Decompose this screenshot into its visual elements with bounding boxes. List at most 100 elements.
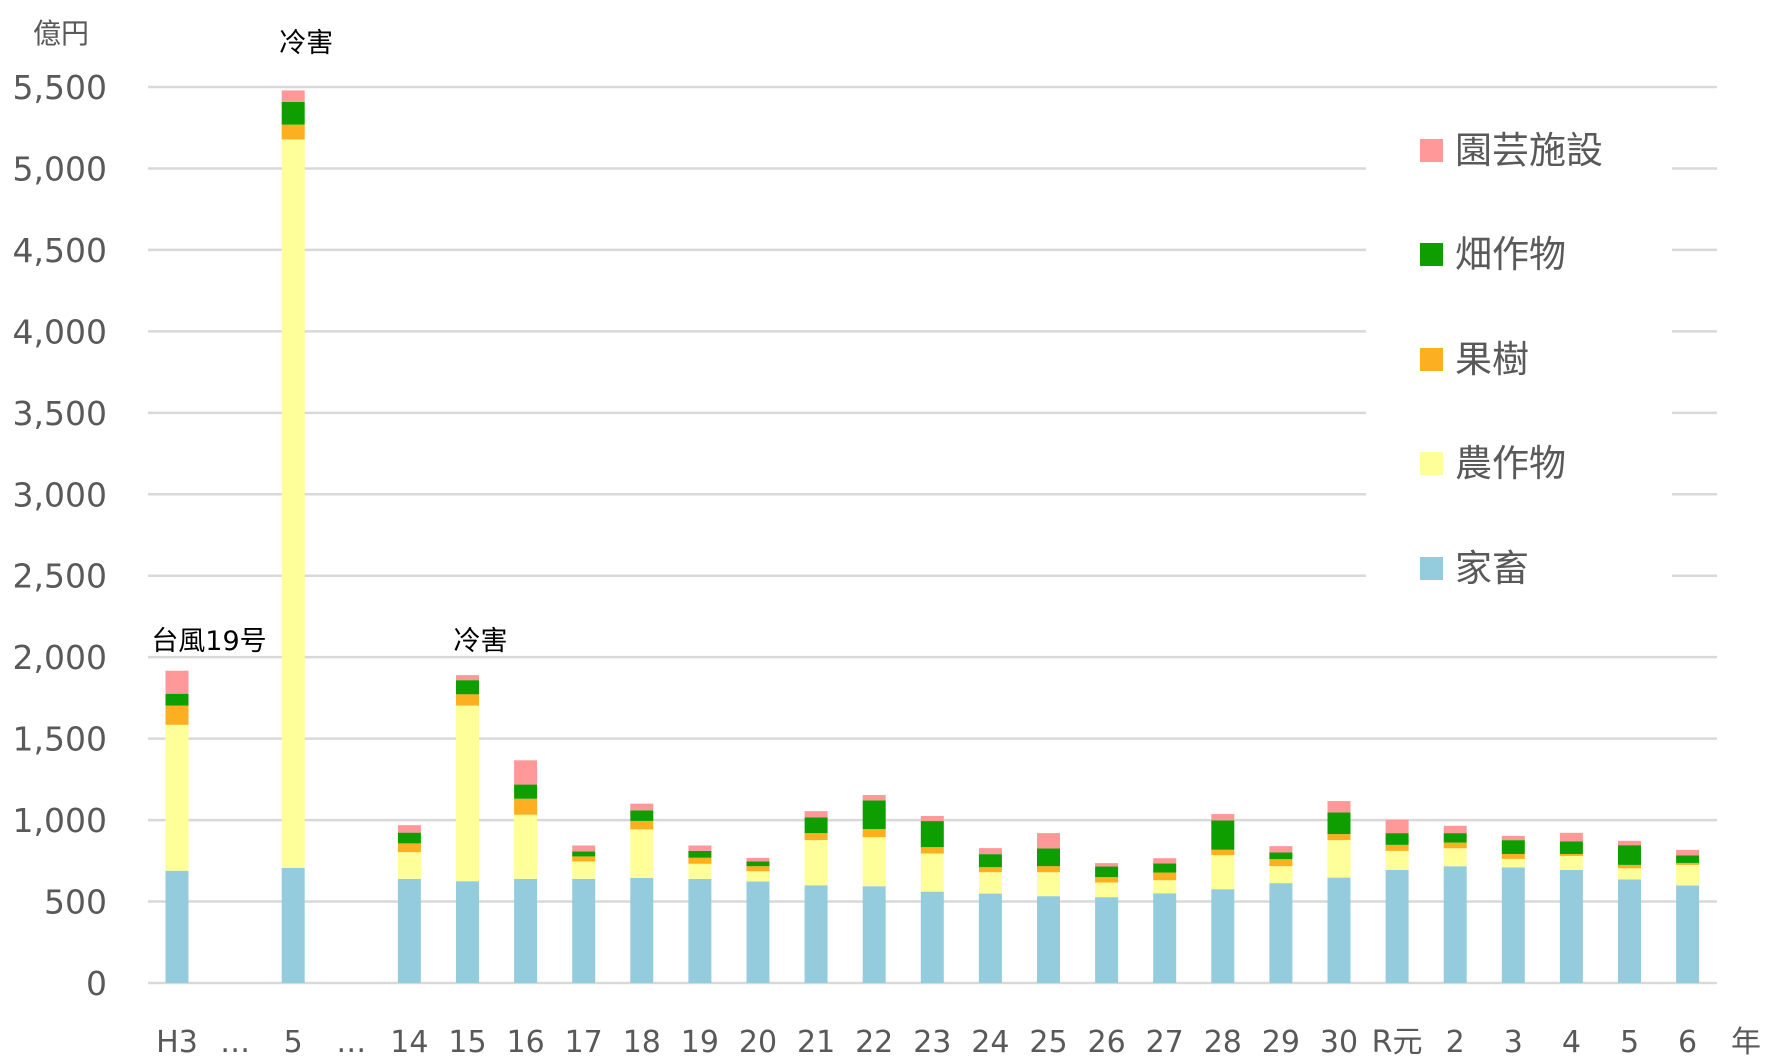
legend-swatch xyxy=(1420,348,1443,371)
bar-segment-1 xyxy=(1501,858,1525,868)
y-tick-label: 5,000 xyxy=(13,149,107,188)
bar-segment-4 xyxy=(1676,849,1700,856)
x-tick-label: … xyxy=(336,1025,366,1059)
bar-segment-1 xyxy=(281,139,305,868)
bar-segment-1 xyxy=(1095,882,1119,898)
bar-segment-1 xyxy=(978,872,1002,894)
x-tick-label: 5 xyxy=(1620,1025,1639,1059)
bar-segment-0 xyxy=(1618,879,1641,983)
y-tick-label: 1,500 xyxy=(13,720,107,759)
x-tick-label: … xyxy=(220,1025,250,1059)
bar-segment-3 xyxy=(688,850,712,858)
legend-swatch xyxy=(1420,557,1443,580)
legend-swatch xyxy=(1420,243,1443,266)
x-tick-label: 23 xyxy=(913,1025,951,1059)
bar-segment-2 xyxy=(572,856,596,862)
bar-segment-0 xyxy=(1211,889,1235,983)
bar-segment-0 xyxy=(456,881,479,983)
bar-segment-0 xyxy=(397,878,421,983)
bar-segment-4 xyxy=(1327,801,1351,813)
bar-segment-2 xyxy=(1618,864,1641,869)
bar-segment-3 xyxy=(1385,833,1409,845)
bar-segment-0 xyxy=(688,878,712,983)
bar-segment-3 xyxy=(1037,848,1060,867)
y-tick-label: 2,500 xyxy=(13,557,107,596)
bar-segment-0 xyxy=(978,893,1002,983)
bar-segment-3 xyxy=(1559,841,1583,854)
bar-segment-1 xyxy=(1211,855,1235,890)
bar-segment-3 xyxy=(1618,845,1641,865)
bars xyxy=(165,90,1700,983)
bar-segment-1 xyxy=(630,829,654,878)
bar-segment-0 xyxy=(514,878,538,983)
bar-segment-0 xyxy=(630,877,654,983)
x-tick-label: 6 xyxy=(1678,1025,1697,1059)
bar-segment-4 xyxy=(688,845,712,851)
bar-segment-4 xyxy=(1559,832,1583,842)
bar-segment-0 xyxy=(920,891,944,983)
bar-segment-2 xyxy=(1443,842,1467,849)
y-tick-label: 3,500 xyxy=(13,394,107,433)
bar-segment-2 xyxy=(1559,853,1583,856)
bar-segment-2 xyxy=(1385,844,1409,851)
legend-item: 果樹 xyxy=(1420,338,1529,381)
x-tick-label: 19 xyxy=(681,1025,719,1059)
bar-segment-4 xyxy=(1385,819,1409,834)
bar-segment-3 xyxy=(746,861,770,867)
bar-segment-2 xyxy=(804,833,828,841)
bar-segment-3 xyxy=(281,101,305,125)
x-tick-label: 5 xyxy=(284,1025,303,1059)
bar-segment-3 xyxy=(456,680,479,695)
bar-segment-4 xyxy=(1501,835,1525,841)
bar-segment-3 xyxy=(1153,863,1177,873)
legend-label: 園芸施設 xyxy=(1455,129,1603,172)
bar-segment-2 xyxy=(456,694,479,706)
bar-segment-0 xyxy=(1385,869,1409,983)
bar-segment-2 xyxy=(1037,866,1060,873)
x-tick-label: 20 xyxy=(739,1025,777,1059)
x-tick-label: H3 xyxy=(156,1025,198,1059)
bar-segment-2 xyxy=(1676,862,1700,865)
bar-segment-2 xyxy=(165,705,189,725)
bar-segment-2 xyxy=(1269,859,1293,867)
bar-segment-0 xyxy=(746,881,770,983)
y-axis-ticks: 0 500 1,000 1,500 2,000 2,500 3,000 3,500 4,000 4… xyxy=(13,68,107,1003)
legend-label: 畑作物 xyxy=(1455,233,1566,276)
x-tick-label: 2 xyxy=(1446,1025,1465,1059)
y-tick-label: 0 xyxy=(86,964,107,1003)
bar-segment-0 xyxy=(1037,896,1060,983)
bar-segment-4 xyxy=(1211,814,1235,821)
bar-segment-4 xyxy=(1618,840,1641,846)
bar-segment-0 xyxy=(1327,877,1351,983)
bar-segment-1 xyxy=(1037,872,1060,897)
bar-segment-4 xyxy=(630,803,654,811)
annotation-label: 冷害 xyxy=(279,28,333,59)
annotation-label: 台風19号 xyxy=(151,626,266,657)
bar-segment-2 xyxy=(688,857,712,864)
bar-segment-1 xyxy=(514,814,538,879)
x-tick-label: 21 xyxy=(797,1025,835,1059)
bar-segment-1 xyxy=(804,840,828,886)
bar-segment-1 xyxy=(746,871,770,882)
bar-segment-3 xyxy=(1211,820,1235,850)
bar-segment-4 xyxy=(456,675,479,681)
bar-segment-3 xyxy=(1327,812,1351,835)
x-axis-unit-label: 年 xyxy=(1731,1025,1761,1059)
bar-segment-1 xyxy=(920,853,944,892)
bar-segment-2 xyxy=(630,820,654,830)
bar-segment-4 xyxy=(1269,846,1293,853)
bar-segment-1 xyxy=(1153,880,1177,894)
x-tick-label: 17 xyxy=(565,1025,603,1059)
bar-segment-2 xyxy=(281,124,305,140)
bar-segment-4 xyxy=(514,760,538,785)
bar-segment-0 xyxy=(1676,885,1700,983)
bar-segment-2 xyxy=(978,867,1002,873)
bar-segment-3 xyxy=(804,817,828,834)
bar-segment-2 xyxy=(1501,853,1525,859)
bar-segment-4 xyxy=(1095,863,1119,867)
bar-segment-2 xyxy=(1327,834,1351,841)
legend-swatch xyxy=(1420,139,1443,162)
bar-segment-4 xyxy=(746,857,770,862)
